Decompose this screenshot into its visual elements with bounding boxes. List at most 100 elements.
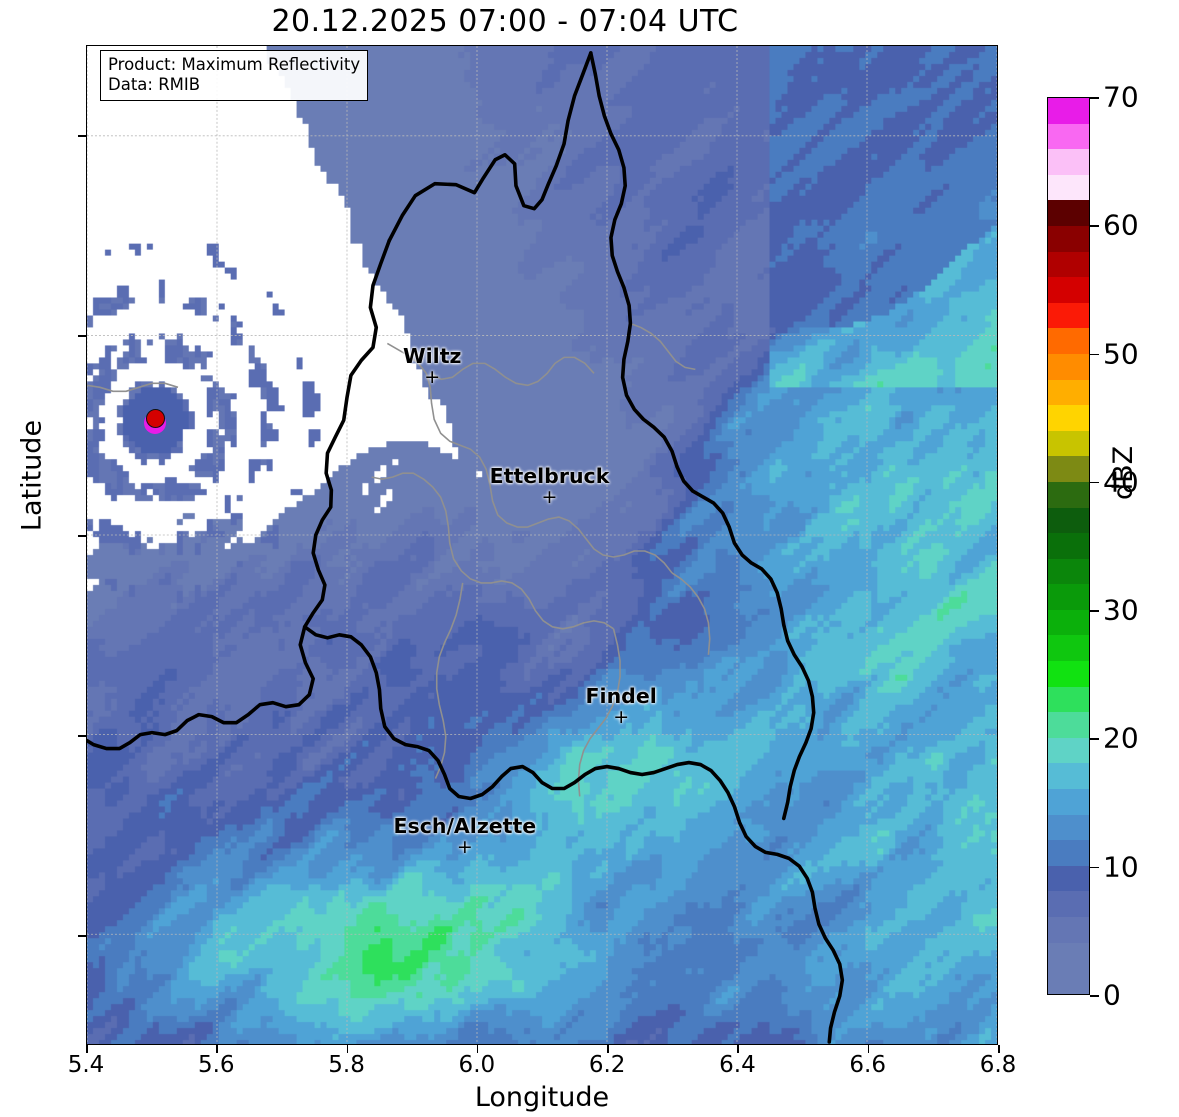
- x-tick-mark: [476, 1045, 479, 1053]
- radar-site-dot: [146, 409, 166, 428]
- colorbar-tick-label: 60: [1103, 208, 1139, 242]
- y-tick-mark: [78, 735, 86, 737]
- colorbar-band: [1048, 917, 1089, 943]
- colorbar-band: [1048, 174, 1089, 201]
- y-tick-mark: [78, 335, 86, 337]
- y-axis-label: Latitude: [16, 419, 48, 532]
- colorbar-tick-label: 70: [1103, 80, 1139, 114]
- colorbar-band: [1048, 865, 1089, 892]
- colorbar-band: [1048, 661, 1089, 687]
- colorbar: [1047, 97, 1090, 995]
- colorbar-band: [1048, 763, 1089, 790]
- colorbar-tick-mark: [1090, 738, 1099, 741]
- x-tick-label: 6.8: [979, 1052, 1017, 1078]
- colorbar-band: [1048, 149, 1089, 175]
- product-info-box: Product: Maximum Reflectivity Data: RMIB: [100, 50, 369, 102]
- colorbar-band: [1048, 609, 1089, 636]
- map-vector-overlay: [87, 46, 997, 1044]
- district-line: [386, 342, 673, 574]
- border-line: [302, 625, 845, 1044]
- x-tick-mark: [737, 1045, 740, 1053]
- colorbar-band: [1048, 123, 1089, 150]
- colorbar-band: [1048, 507, 1089, 534]
- colorbar-tick-label: 40: [1103, 465, 1139, 499]
- colorbar-band: [1048, 405, 1089, 431]
- x-tick-label: 6.6: [849, 1052, 886, 1078]
- x-tick-mark: [346, 1045, 349, 1053]
- colorbar-tick-label: 30: [1103, 593, 1139, 627]
- district-line: [434, 582, 464, 779]
- colorbar-tick-label: 10: [1103, 850, 1139, 884]
- district-line: [671, 572, 711, 655]
- colorbar-band: [1048, 635, 1089, 662]
- colorbar-band: [1048, 302, 1089, 329]
- colorbar-band: [1048, 891, 1089, 917]
- colorbar-band: [1048, 942, 1089, 969]
- colorbar-tick-mark: [1090, 610, 1099, 612]
- x-tick-mark: [998, 1045, 1000, 1053]
- x-tick-label: 5.6: [197, 1052, 235, 1078]
- colorbar-band: [1048, 840, 1089, 866]
- colorbar-tick-mark: [1090, 353, 1099, 356]
- colorbar-band: [1048, 277, 1089, 303]
- colorbar-title: dBZ: [1108, 445, 1139, 500]
- colorbar-tick-mark: [1090, 97, 1099, 99]
- colorbar-tick-label: 0: [1103, 978, 1121, 1012]
- colorbar-band: [1048, 686, 1089, 713]
- border-line: [87, 238, 392, 751]
- colorbar-tick-label: 50: [1103, 337, 1139, 371]
- colorbar-band: [1048, 789, 1089, 815]
- y-tick-mark: [78, 935, 86, 937]
- x-tick-label: 5.8: [328, 1052, 365, 1078]
- colorbar-band: [1048, 98, 1089, 124]
- colorbar-band: [1048, 481, 1089, 508]
- colorbar-band: [1048, 225, 1089, 252]
- colorbar-band: [1048, 251, 1089, 278]
- gridlines: [87, 46, 997, 1044]
- colorbar-tick-mark: [1090, 481, 1099, 484]
- colorbar-band: [1048, 968, 1089, 994]
- y-tick-mark: [78, 135, 86, 137]
- colorbar-band: [1048, 814, 1089, 841]
- info-data-line: Data: RMIB: [108, 75, 201, 95]
- x-tick-label: 6.0: [458, 1052, 496, 1078]
- colorbar-band: [1048, 200, 1089, 226]
- district-line: [87, 382, 179, 393]
- page-title: 20.12.2025 07:00 - 07:04 UTC: [271, 4, 739, 39]
- colorbar-band: [1048, 584, 1089, 610]
- colorbar-band: [1048, 353, 1089, 380]
- info-product-line: Product: Maximum Reflectivity: [108, 55, 361, 74]
- radar-reflectivity-layer: [87, 46, 997, 1044]
- x-tick-mark: [86, 1045, 88, 1053]
- radar-plot-area[interactable]: Wiltz + Ettelbruck + Findel + Esch/Alzette +: [86, 45, 998, 1045]
- colorbar-band: [1048, 533, 1089, 559]
- x-tick-mark: [867, 1045, 870, 1053]
- colorbar-band: [1048, 712, 1089, 738]
- district-line: [371, 472, 614, 630]
- x-tick-mark: [607, 1045, 609, 1053]
- border-line: [588, 51, 816, 821]
- y-tick-mark: [78, 535, 86, 537]
- district-line: [630, 322, 696, 371]
- radar-site-marker[interactable]: [142, 408, 168, 434]
- colorbar-band: [1048, 737, 1089, 764]
- border-line: [387, 51, 593, 243]
- x-tick-label: 6.2: [588, 1052, 626, 1078]
- colorbar-band: [1048, 328, 1089, 354]
- colorbar-band: [1048, 558, 1089, 585]
- colorbar-tick-mark: [1090, 225, 1099, 227]
- colorbar-tick-mark: [1090, 866, 1099, 869]
- colorbar-band: [1048, 430, 1089, 457]
- district-line: [577, 628, 621, 797]
- district-boundaries: [87, 322, 711, 797]
- district-line: [429, 356, 595, 387]
- x-tick-mark: [216, 1045, 218, 1053]
- colorbar-tick-label: 20: [1103, 721, 1139, 755]
- x-axis-label: Longitude: [474, 1082, 610, 1113]
- colorbar-band: [1048, 456, 1089, 482]
- x-tick-label: 6.4: [719, 1052, 756, 1078]
- colorbar-band: [1048, 379, 1089, 406]
- country-borders: [87, 51, 845, 1044]
- colorbar-tick-mark: [1090, 995, 1099, 997]
- x-tick-label: 5.4: [67, 1052, 105, 1078]
